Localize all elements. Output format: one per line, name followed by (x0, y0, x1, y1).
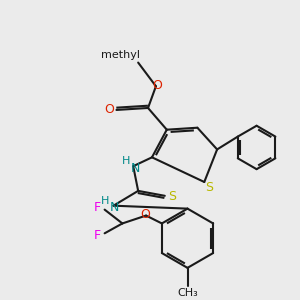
Text: F: F (94, 229, 101, 242)
Text: methyl: methyl (101, 50, 140, 60)
Text: N: N (130, 162, 140, 175)
Text: F: F (94, 201, 101, 214)
Text: O: O (105, 103, 115, 116)
Text: S: S (205, 182, 213, 194)
Text: H: H (122, 156, 130, 166)
Text: O: O (140, 208, 150, 221)
Text: H: H (100, 196, 109, 206)
Text: CH₃: CH₃ (177, 287, 198, 298)
Text: N: N (110, 201, 119, 214)
Text: O: O (152, 79, 162, 92)
Text: S: S (168, 190, 176, 203)
